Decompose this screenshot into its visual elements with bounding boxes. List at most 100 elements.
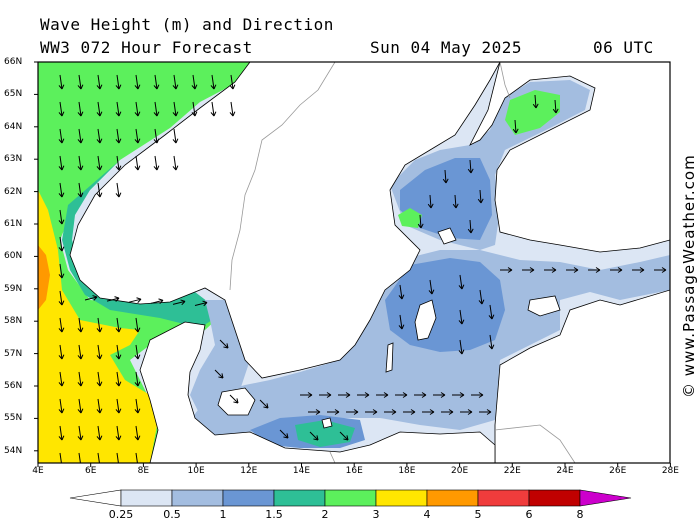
direction-arrow — [58, 155, 65, 171]
direction-arrow — [134, 398, 141, 414]
direction-arrow — [115, 182, 122, 198]
direction-arrow — [327, 409, 340, 415]
direction-arrow — [134, 128, 141, 144]
wave-zone-skagerrak-band — [62, 160, 215, 328]
lat-label: 65N — [4, 89, 23, 100]
direction-arrow — [210, 74, 217, 90]
direction-arrow — [458, 274, 465, 290]
legend-label: 2 — [321, 508, 329, 521]
land-scandinavia — [69, 62, 501, 379]
direction-arrow — [153, 101, 160, 117]
direction-arrow — [338, 392, 351, 398]
legend-label: 5 — [474, 508, 482, 521]
lon-label: 8E — [137, 466, 150, 476]
direction-arrow — [106, 296, 120, 302]
direction-arrow — [172, 101, 179, 117]
direction-arrow — [150, 298, 164, 305]
direction-arrow — [214, 369, 224, 379]
direction-arrow — [58, 263, 65, 279]
direction-arrow — [96, 344, 103, 360]
legend-swatch — [426, 489, 479, 507]
direction-arrow — [153, 74, 160, 90]
legend-swatch — [69, 489, 122, 507]
direction-arrow — [134, 317, 141, 333]
direction-arrow — [477, 189, 484, 204]
lon-label: 24E — [556, 466, 574, 476]
direction-arrow — [229, 394, 239, 404]
wave-zone-central-baltic — [385, 258, 505, 352]
direction-arrow — [522, 267, 535, 273]
border-norway-sweden — [229, 62, 336, 291]
direction-arrow — [77, 371, 84, 387]
direction-arrow — [96, 371, 103, 387]
direction-arrow — [58, 182, 65, 198]
direction-arrow — [96, 398, 103, 414]
direction-arrow — [479, 409, 492, 415]
map-title: Wave Height (m) and Direction — [40, 15, 334, 34]
lon-label: 18E — [398, 466, 416, 476]
lat-label: 63N — [4, 154, 23, 165]
direction-arrow — [422, 409, 435, 415]
direction-arrow — [398, 284, 405, 300]
direction-arrow — [58, 344, 65, 360]
direction-arrow — [441, 409, 454, 415]
wave-zone-north-sea-high — [38, 190, 158, 463]
direction-arrow — [58, 74, 65, 90]
lon-label: 10E — [187, 466, 205, 476]
direction-arrow — [500, 267, 513, 273]
direction-arrow — [552, 99, 559, 114]
lon-label: 14E — [292, 466, 311, 476]
direction-arrow — [194, 300, 208, 307]
wave-height-legend — [69, 489, 632, 507]
legend-label: 0.5 — [163, 508, 181, 521]
direction-arrow — [58, 209, 65, 225]
direction-arrow — [346, 409, 359, 415]
direction-arrow — [471, 392, 484, 398]
direction-arrow — [259, 399, 269, 409]
direction-arrow — [58, 236, 65, 252]
lat-label: 60N — [4, 251, 23, 262]
direction-arrow — [59, 452, 65, 463]
land-denmark-germany — [139, 321, 496, 463]
direction-arrow — [610, 267, 623, 273]
direction-arrow — [458, 309, 465, 325]
direction-arrow — [395, 392, 408, 398]
direction-arrow — [135, 452, 141, 463]
land-gotland — [414, 299, 437, 341]
lon-label: 26E — [609, 466, 627, 476]
direction-arrow — [96, 101, 103, 117]
lat-label: 61N — [4, 219, 23, 229]
direction-arrow — [417, 214, 424, 229]
legend-swatch — [120, 489, 173, 507]
axis-ticks — [34, 61, 671, 467]
lat-label: 58N — [4, 316, 23, 327]
direction-arrow — [172, 155, 179, 171]
legend-label: 3 — [372, 508, 380, 521]
direction-arrow — [566, 267, 579, 273]
direction-arrow — [452, 392, 465, 398]
direction-arrow — [588, 267, 601, 273]
legend-label: 1 — [219, 508, 227, 521]
direction-arrow — [339, 431, 349, 441]
legend-swatch — [324, 489, 377, 507]
lon-label: 22E — [503, 466, 521, 476]
direction-arrow — [84, 295, 98, 301]
direction-arrow — [77, 344, 84, 360]
direction-arrow — [77, 425, 84, 441]
direction-arrow — [115, 155, 122, 171]
direction-arrow — [403, 409, 416, 415]
direction-arrow — [488, 334, 495, 350]
direction-arrow — [210, 101, 217, 117]
direction-arrow — [134, 74, 141, 90]
direction-arrow — [376, 392, 389, 398]
direction-arrow — [219, 339, 229, 349]
direction-arrow — [58, 128, 65, 144]
direction-arrow — [134, 344, 141, 360]
lat-label: 56N — [4, 381, 23, 391]
direction-arrow — [428, 279, 435, 295]
legend-label: 8 — [576, 508, 584, 521]
direction-arrow — [58, 101, 65, 117]
land-saaremaa — [527, 295, 561, 317]
direction-arrow — [115, 398, 122, 414]
forecast-time: 06 UTC — [593, 38, 654, 57]
